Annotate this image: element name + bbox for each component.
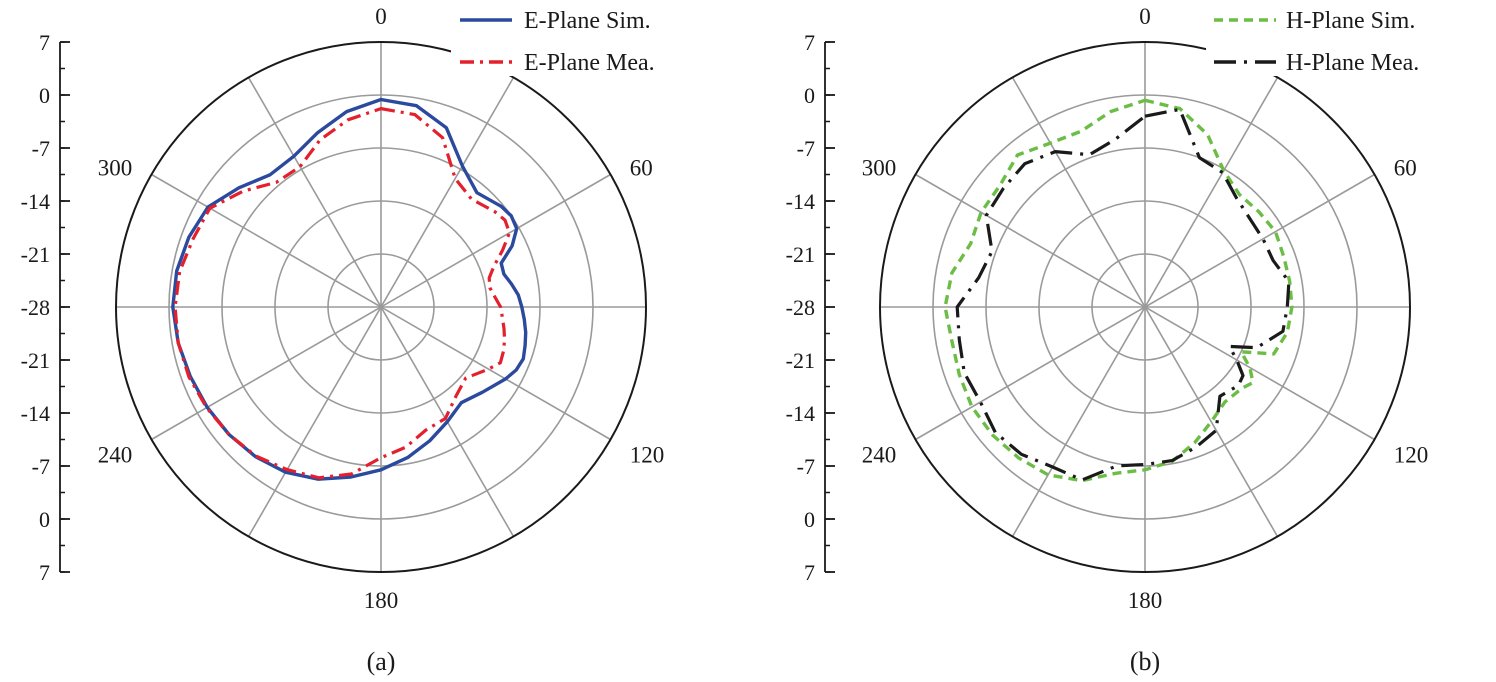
legend-background xyxy=(1206,8,1492,76)
radial-tick-label: -7 xyxy=(32,136,50,161)
angle-label: 120 xyxy=(1394,443,1429,468)
panel-caption: (b) xyxy=(1130,647,1160,676)
legend-label: E-Plane Mea. xyxy=(524,50,655,76)
radial-tick-label: 7 xyxy=(39,560,50,585)
angle-label: 240 xyxy=(98,443,133,468)
radial-tick-label: -14 xyxy=(21,189,50,214)
legend: H-Plane Sim. H-Plane Mea. xyxy=(1206,8,1492,76)
angle-label: 60 xyxy=(630,156,653,181)
legend-label: E-Plane Sim. xyxy=(524,8,651,34)
radial-tick-label: -7 xyxy=(32,454,50,479)
radial-tick-label: -21 xyxy=(786,242,815,267)
radial-tick-label: -7 xyxy=(797,454,815,479)
grid-spoke xyxy=(1011,77,1279,537)
series-line-b-1 xyxy=(955,107,1291,482)
angle-label: 120 xyxy=(630,443,665,468)
angle-label: 240 xyxy=(862,443,897,468)
radial-tick-label: 0 xyxy=(39,83,50,108)
radial-tick-label: -7 xyxy=(797,136,815,161)
legend: E-Plane Sim. E-Plane Mea. xyxy=(451,8,735,76)
legend-label: H-Plane Mea. xyxy=(1286,50,1419,76)
radial-tick-label: 7 xyxy=(804,30,815,55)
panel-caption: (a) xyxy=(367,647,396,676)
series-line-a-1 xyxy=(173,107,512,480)
radial-tick-label: 0 xyxy=(804,507,815,532)
radial-tick-label: -28 xyxy=(21,295,50,320)
series-line-a-0 xyxy=(171,97,528,481)
angle-label: 180 xyxy=(364,588,399,613)
outer-circle xyxy=(115,41,647,573)
angle-label: 180 xyxy=(1128,588,1163,613)
angle-label: 60 xyxy=(1394,156,1417,181)
angle-label: 300 xyxy=(862,156,897,181)
radial-tick-label: -14 xyxy=(786,401,815,426)
radial-tick-label: 7 xyxy=(804,560,815,585)
polar-chart-a: 0 60 120 180 240 300 7 0 -7 -14 -21 -28 -21 -14 -7 0 7 E-… xyxy=(21,4,735,676)
radial-tick-label: -14 xyxy=(786,189,815,214)
angle-label: 300 xyxy=(98,156,133,181)
radial-tick-label: 0 xyxy=(39,507,50,532)
series-line-b-0 xyxy=(943,98,1294,483)
polar-chart-b: 0 60 120 180 240 300 7 0 -7 -14 -21 -28 -21 -14 -7 0 7 H-… xyxy=(786,4,1492,676)
radial-tick-label: 7 xyxy=(39,30,50,55)
radial-tick-label: -21 xyxy=(21,348,50,373)
radial-tick-label: -21 xyxy=(21,242,50,267)
grid-spoke xyxy=(247,77,515,537)
angle-label: 0 xyxy=(375,4,387,29)
angle-label: 0 xyxy=(1139,4,1151,29)
radial-tick-label: -28 xyxy=(786,295,815,320)
outer-circle xyxy=(879,41,1411,573)
radial-tick-label: -14 xyxy=(21,401,50,426)
radial-tick-label: 0 xyxy=(804,83,815,108)
radial-tick-label: -21 xyxy=(786,348,815,373)
legend-label: H-Plane Sim. xyxy=(1286,8,1415,34)
